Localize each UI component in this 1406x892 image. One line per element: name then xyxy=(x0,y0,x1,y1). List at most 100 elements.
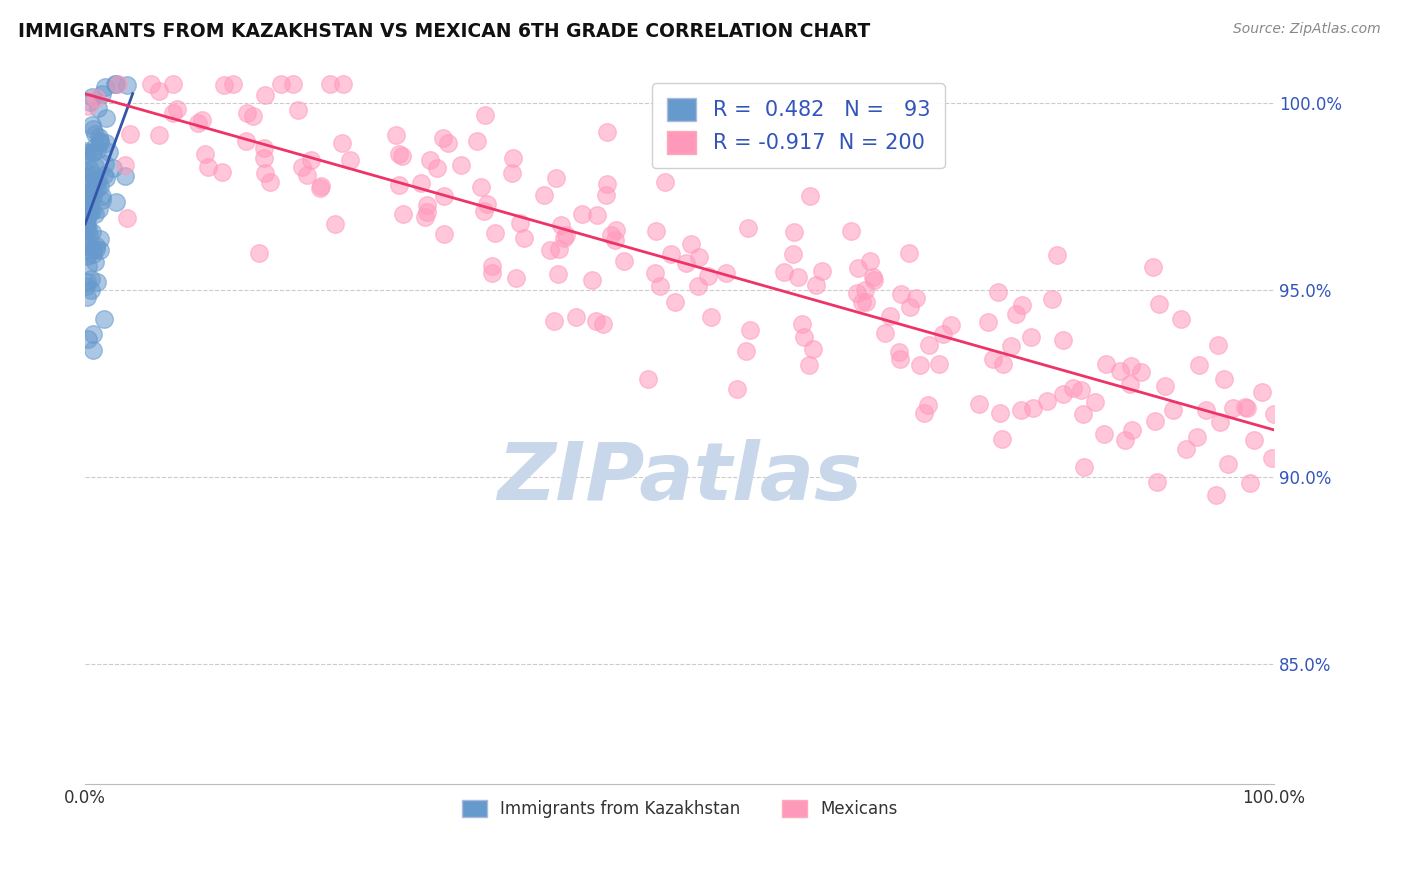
Point xyxy=(82,168,104,182)
Point xyxy=(804,278,827,293)
Point xyxy=(782,225,804,239)
Point xyxy=(148,128,170,142)
Point xyxy=(86,239,108,253)
Point xyxy=(1052,386,1074,401)
Point xyxy=(80,283,103,297)
Point xyxy=(1095,357,1118,371)
Point xyxy=(637,371,659,385)
Point xyxy=(77,208,100,222)
Point xyxy=(308,181,330,195)
Point xyxy=(187,116,209,130)
Point xyxy=(75,193,97,207)
Point xyxy=(162,77,184,91)
Point xyxy=(1040,292,1063,306)
Point xyxy=(1251,384,1274,399)
Point xyxy=(76,209,98,223)
Point xyxy=(484,226,506,240)
Point xyxy=(1170,312,1192,326)
Point xyxy=(550,219,572,233)
Point xyxy=(75,163,97,178)
Point xyxy=(1142,260,1164,275)
Point xyxy=(83,159,105,173)
Point xyxy=(413,210,436,224)
Point xyxy=(1161,403,1184,417)
Point xyxy=(939,318,962,333)
Point xyxy=(270,77,292,91)
Point xyxy=(76,222,98,236)
Point xyxy=(89,135,111,149)
Point xyxy=(505,270,527,285)
Point xyxy=(247,245,270,260)
Point xyxy=(391,149,413,163)
Point xyxy=(148,84,170,98)
Point xyxy=(80,183,103,197)
Point xyxy=(465,134,488,148)
Point xyxy=(84,127,107,141)
Point xyxy=(77,237,100,252)
Point xyxy=(932,326,955,341)
Point xyxy=(89,243,111,257)
Point xyxy=(76,290,98,304)
Point xyxy=(103,77,125,91)
Point xyxy=(581,272,603,286)
Point xyxy=(80,194,103,208)
Point xyxy=(1234,400,1257,414)
Point xyxy=(596,178,619,192)
Point xyxy=(470,180,492,194)
Point xyxy=(1121,423,1143,437)
Point xyxy=(603,233,626,247)
Point xyxy=(254,166,277,180)
Point xyxy=(84,207,107,221)
Point xyxy=(654,175,676,189)
Point xyxy=(295,168,318,182)
Point xyxy=(799,188,821,202)
Point xyxy=(82,119,104,133)
Text: Source: ZipAtlas.com: Source: ZipAtlas.com xyxy=(1233,22,1381,37)
Point xyxy=(592,317,614,331)
Point xyxy=(782,247,804,261)
Point xyxy=(86,91,108,105)
Point xyxy=(1263,408,1285,422)
Point xyxy=(1239,476,1261,491)
Point xyxy=(86,181,108,195)
Point xyxy=(1236,401,1258,416)
Text: IMMIGRANTS FROM KAZAKHSTAN VS MEXICAN 6TH GRADE CORRELATION CHART: IMMIGRANTS FROM KAZAKHSTAN VS MEXICAN 6T… xyxy=(18,22,870,41)
Point xyxy=(432,131,454,145)
Point xyxy=(1046,247,1069,261)
Point xyxy=(600,227,623,242)
Point xyxy=(472,203,495,218)
Point xyxy=(83,184,105,198)
Point xyxy=(1119,377,1142,392)
Point xyxy=(114,169,136,183)
Point xyxy=(917,398,939,412)
Point xyxy=(714,266,737,280)
Point xyxy=(1036,394,1059,409)
Point xyxy=(76,176,98,190)
Point xyxy=(661,247,683,261)
Point xyxy=(875,326,897,341)
Point xyxy=(799,358,821,372)
Point xyxy=(803,342,825,356)
Point xyxy=(86,275,108,289)
Point xyxy=(811,263,834,277)
Point xyxy=(426,161,449,176)
Point xyxy=(75,216,97,230)
Point xyxy=(79,203,101,218)
Point xyxy=(859,254,882,268)
Point xyxy=(107,77,129,91)
Point xyxy=(76,153,98,168)
Point xyxy=(97,145,120,160)
Point xyxy=(904,291,927,305)
Point xyxy=(94,136,117,150)
Point xyxy=(644,266,666,280)
Point xyxy=(76,194,98,209)
Point xyxy=(416,205,439,219)
Point xyxy=(94,111,117,125)
Point xyxy=(93,169,115,183)
Point xyxy=(737,221,759,235)
Point xyxy=(91,189,114,203)
Point xyxy=(82,145,104,159)
Point xyxy=(104,77,127,91)
Point xyxy=(385,128,408,142)
Point xyxy=(475,196,498,211)
